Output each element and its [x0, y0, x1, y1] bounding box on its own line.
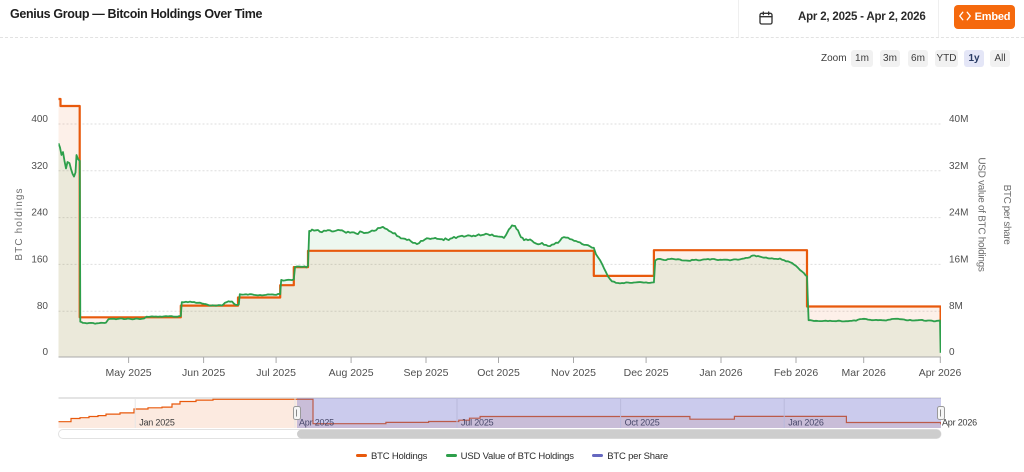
svg-text:0: 0	[42, 347, 48, 358]
svg-text:BTC holdings: BTC holdings	[14, 187, 25, 260]
svg-text:40M: 40M	[949, 114, 968, 125]
svg-text:Jun 2025: Jun 2025	[182, 367, 225, 379]
svg-text:Dec 2025: Dec 2025	[624, 367, 669, 379]
svg-text:Apr 2025: Apr 2025	[299, 418, 334, 428]
svg-text:0: 0	[949, 347, 955, 358]
svg-text:Jul 2025: Jul 2025	[256, 367, 296, 379]
svg-text:Jan 2025: Jan 2025	[139, 418, 175, 428]
svg-text:BTC per share: BTC per share	[1001, 185, 1012, 246]
svg-text:Aug 2025: Aug 2025	[329, 367, 374, 379]
svg-text:Oct 2025: Oct 2025	[477, 367, 520, 379]
svg-text:Sep 2025: Sep 2025	[404, 367, 449, 379]
svg-text:Feb 2026: Feb 2026	[774, 367, 819, 379]
svg-text:8M: 8M	[949, 301, 963, 312]
svg-text:USD value of BTC holdings: USD value of BTC holdings	[976, 157, 987, 272]
svg-text:Mar 2026: Mar 2026	[842, 367, 887, 379]
svg-text:32M: 32M	[949, 161, 968, 172]
svg-text:240: 240	[31, 208, 48, 219]
svg-text:May 2025: May 2025	[106, 367, 152, 379]
svg-text:400: 400	[31, 114, 48, 125]
svg-text:Jan 2026: Jan 2026	[788, 418, 824, 428]
svg-text:80: 80	[37, 301, 49, 312]
svg-text:Oct 2025: Oct 2025	[625, 418, 660, 428]
svg-text:160: 160	[31, 254, 48, 265]
svg-text:Apr 2026: Apr 2026	[919, 367, 962, 379]
svg-text:24M: 24M	[949, 208, 968, 219]
svg-text:Apr 2026: Apr 2026	[942, 418, 977, 428]
svg-text:Nov 2025: Nov 2025	[551, 367, 596, 379]
svg-text:16M: 16M	[949, 254, 968, 265]
svg-text:320: 320	[31, 161, 48, 172]
svg-text:Jan 2026: Jan 2026	[699, 367, 742, 379]
svg-text:Jul 2025: Jul 2025	[461, 418, 494, 428]
